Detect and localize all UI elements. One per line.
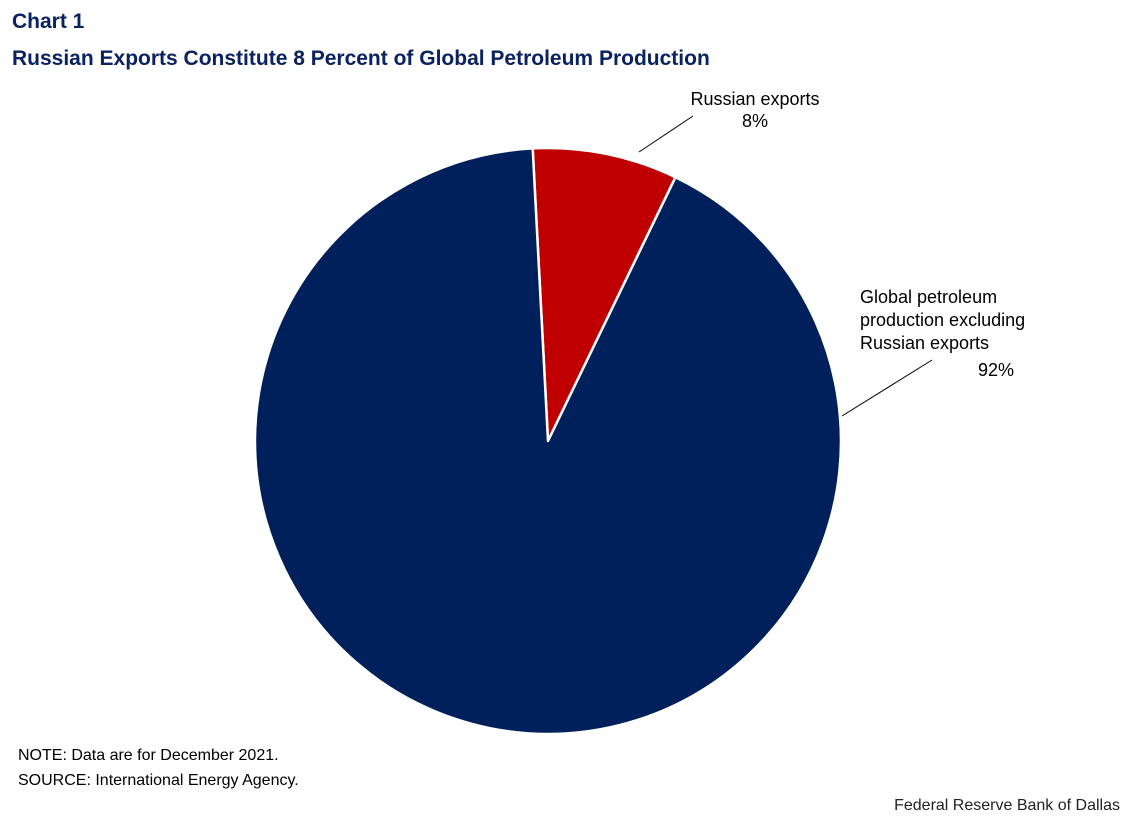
slice-label-global-production-line2: production excluding bbox=[860, 310, 1026, 330]
slice-label-global-production-value: 92% bbox=[978, 360, 1015, 380]
chart-number: Chart 1 bbox=[12, 10, 85, 33]
leader-line-russian-exports bbox=[638, 115, 694, 153]
slice-label-global-production-line1: Global petroleum bbox=[860, 287, 998, 307]
footnotes: NOTE: Data are for December 2021. SOURCE… bbox=[18, 743, 299, 793]
source-text: SOURCE: International Energy Agency. bbox=[18, 772, 299, 789]
chart-title: Russian Exports Constitute 8 Percent of … bbox=[12, 47, 710, 70]
note-text: NOTE: Data are for December 2021. bbox=[18, 747, 279, 764]
pie-slice-global-petroleum-production-excluding-russian-exports bbox=[253, 147, 843, 736]
pie-slices bbox=[253, 146, 843, 736]
slice-label-russian-exports: Russian exports 8% bbox=[684, 88, 826, 132]
pie-slice-russian-exports bbox=[531, 146, 677, 443]
credit-text: Federal Reserve Bank of Dallas bbox=[894, 797, 1120, 814]
slice-label-global-production-line3: Russian exports bbox=[860, 333, 990, 353]
slice-label-russian-exports-name: Russian exports bbox=[690, 89, 820, 109]
slice-label-russian-exports-value: 8% bbox=[741, 111, 768, 131]
slice-label-global-production: Global petroleum production excluding Ru… bbox=[860, 286, 1025, 382]
leader-line-global-production bbox=[841, 359, 933, 417]
